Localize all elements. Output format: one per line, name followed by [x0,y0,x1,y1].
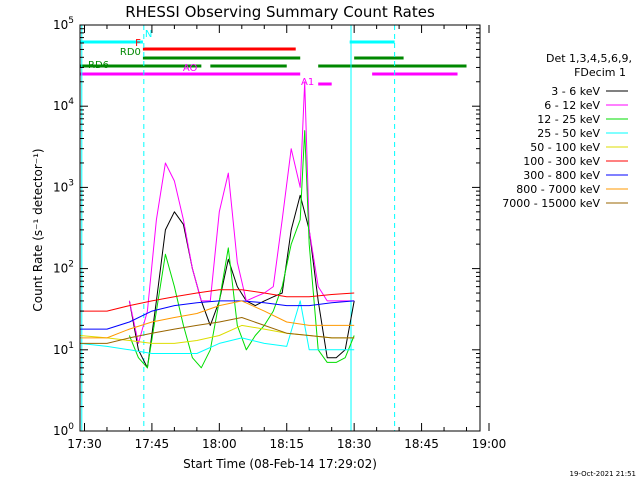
flag-label-n: N [145,29,152,40]
y-tick-label: 101 [53,341,74,357]
y-tick-label: 100 [53,422,74,438]
series-800-7000-kev [80,300,355,339]
legend-label-12-25-kev: 12 - 25 keV [537,113,600,126]
legend-header-line-1: Det 1,3,4,5,6,9, [546,52,632,65]
attenuator-lines [81,25,396,431]
x-tick-label: 17:45 [135,437,170,451]
x-tick-label: 19:00 [472,437,507,451]
series-12-25-kev [128,130,355,369]
series-7000-15000-kev [80,317,355,344]
flag-label-rd6: RD6 [88,60,109,71]
x-tick-label: 17:30 [67,437,102,451]
x-axis-label: Start Time (08-Feb-14 17:29:02) [183,457,377,471]
plot-frame [79,24,481,432]
legend-header-line-2: FDecim 1 [574,66,626,79]
series-25-50-kev [79,300,355,354]
legend-label-300-800-kev: 300 - 800 keV [523,169,600,182]
flag-label-a1: A1 [301,77,314,88]
series-100-300-kev [80,289,355,312]
chart-title: RHESSI Observing Summary Count Rates [125,3,435,21]
y-axis-label: Count Rate (s⁻¹ detector⁻¹) [31,148,45,311]
flag-label-rd0: RD0 [120,47,141,58]
x-tick-label: 18:30 [337,437,372,451]
x-tick-label: 18:45 [404,437,439,451]
x-axis-ticks: 17:30 17:45 18:00 18:15 18:30 18:45 19:00 [67,25,506,451]
x-tick-label: 18:15 [269,437,304,451]
legend-label-50-100-kev: 50 - 100 keV [530,141,600,154]
legend-label-100-300-kev: 100 - 300 keV [523,155,600,168]
legend-label-6-12-kev: 6 - 12 keV [544,99,600,112]
legend-label-7000-15000-kev: 7000 - 15000 keV [502,197,600,210]
y-tick-label: 105 [53,16,74,32]
flag-label-ao: AO [183,63,198,74]
y-tick-label: 102 [53,260,74,276]
flag-label-f: F [135,38,141,49]
y-axis-ticks: 100 101 102 103 104 105 [53,16,480,438]
legend-label-25-50-kev: 25 - 50 keV [537,127,600,140]
y-tick-label: 104 [53,97,74,113]
legend-label-3-6-kev: 3 - 6 keV [551,85,600,98]
x-tick-label: 18:00 [202,437,237,451]
series-3-6-kev [128,194,355,369]
legend-label-800-7000-kev: 800 - 7000 keV [516,183,600,196]
series-300-800-kev [80,300,355,330]
y-tick-label: 103 [53,178,74,194]
series-lines [79,81,355,369]
footer-timestamp: 19-Oct-2021 21:51 [570,470,636,478]
